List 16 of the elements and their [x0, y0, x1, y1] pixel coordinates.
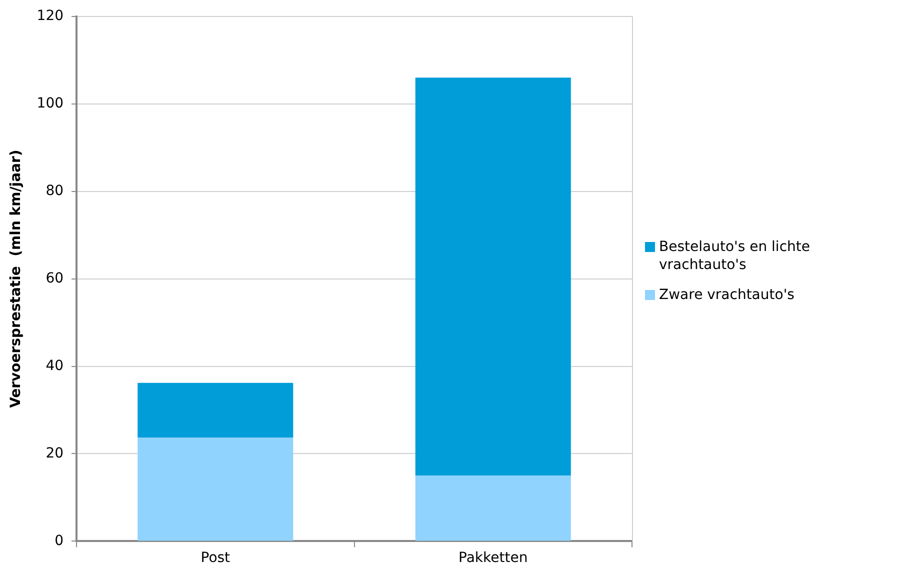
bar [415, 78, 571, 476]
y-axis-title: Vervoersprestatie (mln km/jaar) [8, 150, 24, 408]
y-tick-label: 20 [46, 445, 64, 462]
y-tick-label: 60 [46, 270, 64, 286]
bar [138, 438, 294, 541]
x-tick-label: Pakketten [458, 550, 528, 566]
legend-label: Zware vrachtauto's [659, 286, 794, 304]
y-tick-label: 0 [54, 532, 64, 549]
bar [415, 476, 571, 541]
y-tick-label: 80 [46, 182, 64, 199]
x-tick-label: Post [200, 550, 231, 566]
bar [138, 382, 294, 438]
y-tick-label: 40 [46, 358, 64, 374]
legend-label: Bestelauto's en lichte vrachtauto's [659, 238, 811, 274]
y-tick-label: 120 [36, 8, 64, 24]
y-tick-label: 100 [36, 96, 64, 112]
